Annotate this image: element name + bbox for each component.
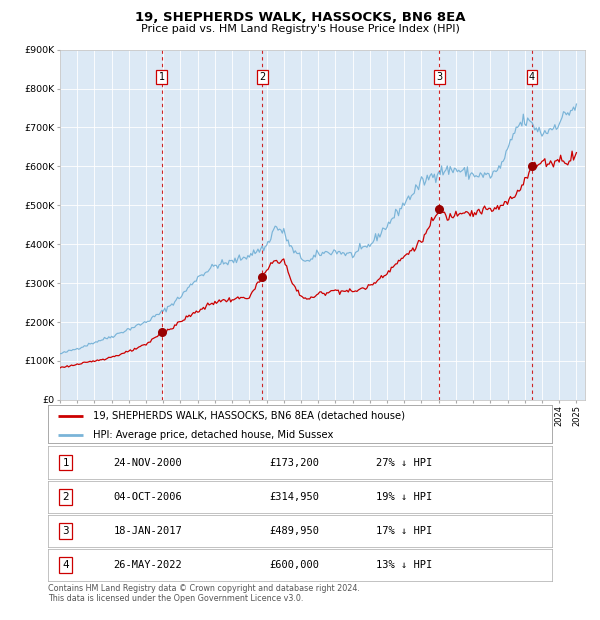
Text: 2: 2	[259, 72, 265, 82]
Text: 17% ↓ HPI: 17% ↓ HPI	[376, 526, 432, 536]
Text: HPI: Average price, detached house, Mid Sussex: HPI: Average price, detached house, Mid …	[94, 430, 334, 440]
Text: £489,950: £489,950	[270, 526, 320, 536]
Text: 1: 1	[62, 458, 69, 467]
Text: 2: 2	[62, 492, 69, 502]
Text: 26-MAY-2022: 26-MAY-2022	[113, 560, 182, 570]
Text: 19, SHEPHERDS WALK, HASSOCKS, BN6 8EA: 19, SHEPHERDS WALK, HASSOCKS, BN6 8EA	[135, 11, 465, 24]
Text: £600,000: £600,000	[270, 560, 320, 570]
Text: 19% ↓ HPI: 19% ↓ HPI	[376, 492, 432, 502]
Text: 4: 4	[529, 72, 535, 82]
Text: 13% ↓ HPI: 13% ↓ HPI	[376, 560, 432, 570]
Text: 4: 4	[62, 560, 69, 570]
Text: 3: 3	[62, 526, 69, 536]
Text: 19, SHEPHERDS WALK, HASSOCKS, BN6 8EA (detached house): 19, SHEPHERDS WALK, HASSOCKS, BN6 8EA (d…	[94, 410, 406, 420]
Text: 18-JAN-2017: 18-JAN-2017	[113, 526, 182, 536]
Text: 24-NOV-2000: 24-NOV-2000	[113, 458, 182, 467]
Text: 04-OCT-2006: 04-OCT-2006	[113, 492, 182, 502]
Text: 27% ↓ HPI: 27% ↓ HPI	[376, 458, 432, 467]
Text: Price paid vs. HM Land Registry's House Price Index (HPI): Price paid vs. HM Land Registry's House …	[140, 24, 460, 33]
Text: 3: 3	[436, 72, 442, 82]
Text: £314,950: £314,950	[270, 492, 320, 502]
Text: £173,200: £173,200	[270, 458, 320, 467]
Text: Contains HM Land Registry data © Crown copyright and database right 2024.
This d: Contains HM Land Registry data © Crown c…	[48, 584, 360, 603]
Text: 1: 1	[158, 72, 164, 82]
